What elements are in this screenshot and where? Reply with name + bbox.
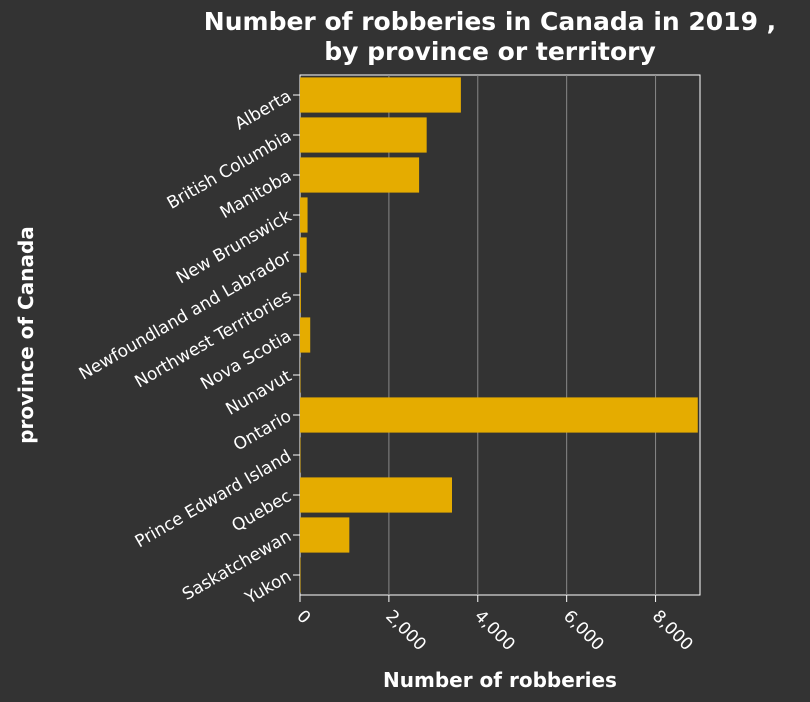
bar-newfoundland-and-labrador xyxy=(300,237,307,273)
x-axis-ticks: 0 2,000 4,000 6,000 8,000 xyxy=(292,595,697,655)
bar-ontario xyxy=(300,397,698,433)
x-tick-label: 6,000 xyxy=(559,606,608,655)
gridlines xyxy=(388,75,657,595)
bar-alberta xyxy=(300,77,461,113)
bar-manitoba xyxy=(300,157,420,193)
chart-title-line-1: Number of robberies in Canada in 2019 , xyxy=(204,7,776,36)
y-tick-label: Yukon xyxy=(241,566,295,609)
bar-nova-scotia xyxy=(300,317,311,353)
y-axis-title: province of Canada xyxy=(14,226,38,444)
x-tick-label: 4,000 xyxy=(470,606,519,655)
bar-british-columbia xyxy=(300,117,427,153)
bar-new-brunswick xyxy=(300,197,308,233)
x-tick-label: 2,000 xyxy=(381,606,430,655)
x-tick-label: 8,000 xyxy=(648,606,697,655)
bar-quebec xyxy=(300,477,452,513)
x-tick-label: 0 xyxy=(292,606,314,628)
bar-northwest-territories xyxy=(300,277,301,313)
chart-title-line-2: by province or territory xyxy=(324,37,656,66)
plot-area xyxy=(299,74,701,596)
bars xyxy=(300,77,698,593)
bar-saskatchewan xyxy=(300,517,350,553)
x-axis-title: Number of robberies xyxy=(383,668,617,692)
